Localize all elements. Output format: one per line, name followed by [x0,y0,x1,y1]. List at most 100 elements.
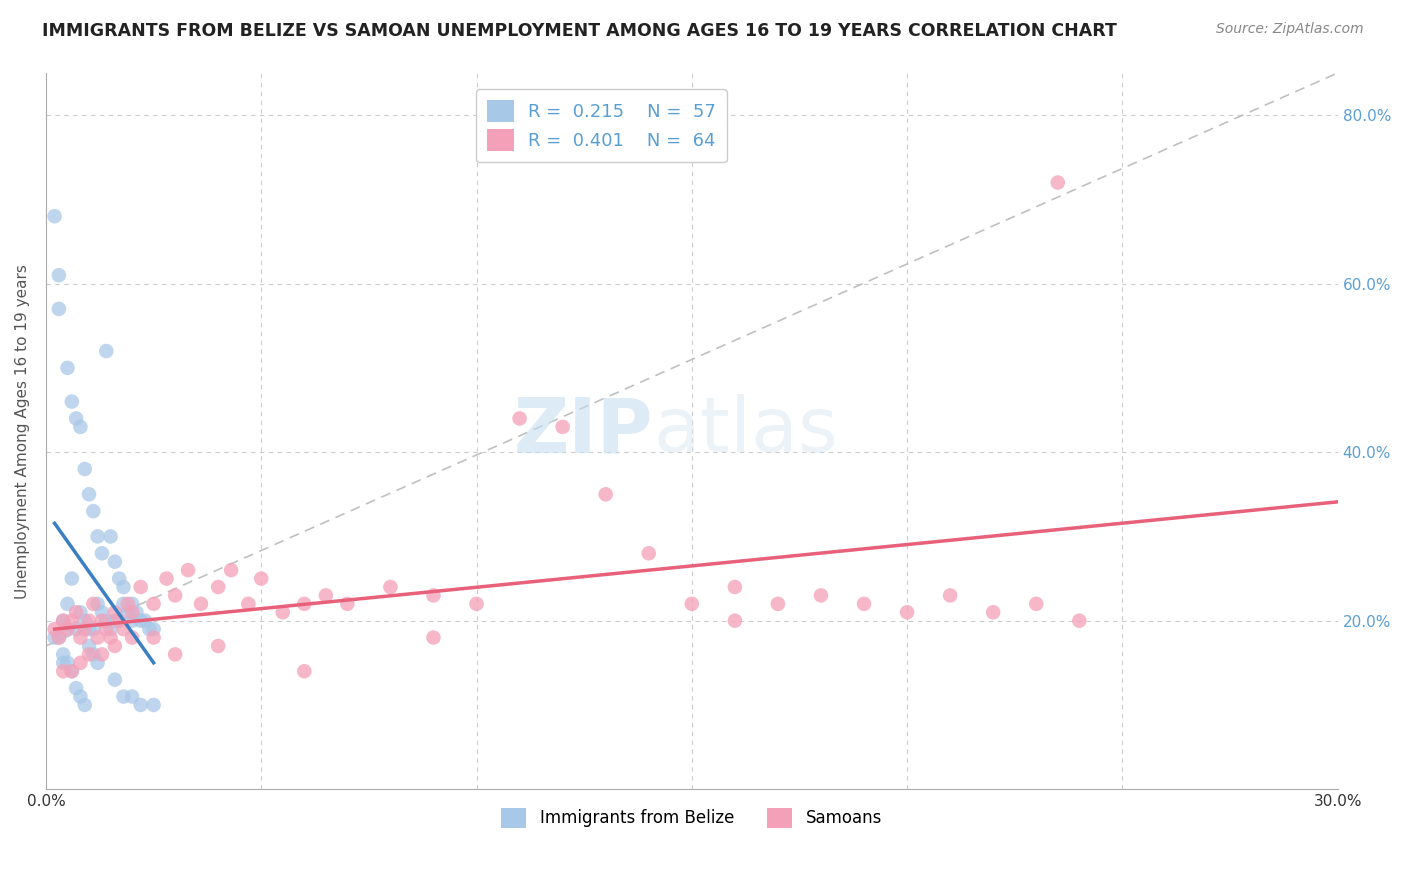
Point [86,597,108,611]
Point [77,639,100,653]
Point [112,580,135,594]
Point [551,420,574,434]
Legend: Immigrants from Belize, Samoans: Immigrants from Belize, Samoans [495,801,889,835]
Point [336,597,359,611]
Text: Source: ZipAtlas.com: Source: ZipAtlas.com [1216,22,1364,37]
Point [108,572,131,586]
Point [1046,176,1069,190]
Point [52,656,75,670]
Point [380,580,402,594]
Point [56,622,79,636]
Point [86,656,108,670]
Point [724,614,747,628]
Point [86,631,108,645]
Y-axis label: Unemployment Among Ages 16 to 19 years: Unemployment Among Ages 16 to 19 years [15,264,30,599]
Point [104,614,127,628]
Point [69,656,91,670]
Point [60,572,83,586]
Point [56,622,79,636]
Point [77,648,100,662]
Point [125,605,148,619]
Text: IMMIGRANTS FROM BELIZE VS SAMOAN UNEMPLOYMENT AMONG AGES 16 TO 19 YEARS CORRELAT: IMMIGRANTS FROM BELIZE VS SAMOAN UNEMPLO… [42,22,1116,40]
Point [422,631,444,645]
Point [315,589,337,603]
Point [52,614,75,628]
Point [100,529,122,543]
Point [112,597,135,611]
Point [177,563,200,577]
Point [48,268,70,283]
Point [44,622,66,636]
Point [104,605,127,619]
Point [52,665,75,679]
Point [91,614,114,628]
Point [91,605,114,619]
Point [82,622,104,636]
Point [121,597,143,611]
Point [121,614,143,628]
Point [82,504,104,518]
Point [129,580,152,594]
Point [1025,597,1047,611]
Point [96,344,118,359]
Point [86,529,108,543]
Point [117,605,139,619]
Point [100,631,122,645]
Point [112,622,135,636]
Point [981,605,1004,619]
Point [129,614,152,628]
Point [56,656,79,670]
Point [1069,614,1091,628]
Point [465,597,488,611]
Point [77,614,100,628]
Point [250,572,273,586]
Point [766,597,789,611]
Point [48,301,70,316]
Point [104,639,127,653]
Point [65,411,87,425]
Point [48,631,70,645]
Point [129,698,152,712]
Point [121,605,143,619]
Point [77,487,100,501]
Point [238,597,260,611]
Point [104,555,127,569]
Point [121,690,143,704]
Point [69,690,91,704]
Point [595,487,617,501]
Point [91,546,114,560]
Point [65,605,87,619]
Point [69,631,91,645]
Point [100,622,122,636]
Point [939,589,962,603]
Point [207,580,229,594]
Point [724,580,747,594]
Point [422,589,444,603]
Point [190,597,212,611]
Point [165,648,187,662]
Point [853,597,876,611]
Point [165,589,187,603]
Point [56,360,79,375]
Point [142,698,165,712]
Point [91,648,114,662]
Point [60,394,83,409]
Point [73,462,96,476]
Point [292,665,315,679]
Point [44,209,66,223]
Point [73,622,96,636]
Point [104,673,127,687]
Point [77,622,100,636]
Point [73,614,96,628]
Point [292,597,315,611]
Point [48,631,70,645]
Point [142,597,165,611]
Text: atlas: atlas [652,394,838,468]
Point [112,690,135,704]
Point [65,681,87,695]
Point [142,631,165,645]
Point [65,622,87,636]
Point [637,546,659,560]
Point [52,614,75,628]
Point [121,631,143,645]
